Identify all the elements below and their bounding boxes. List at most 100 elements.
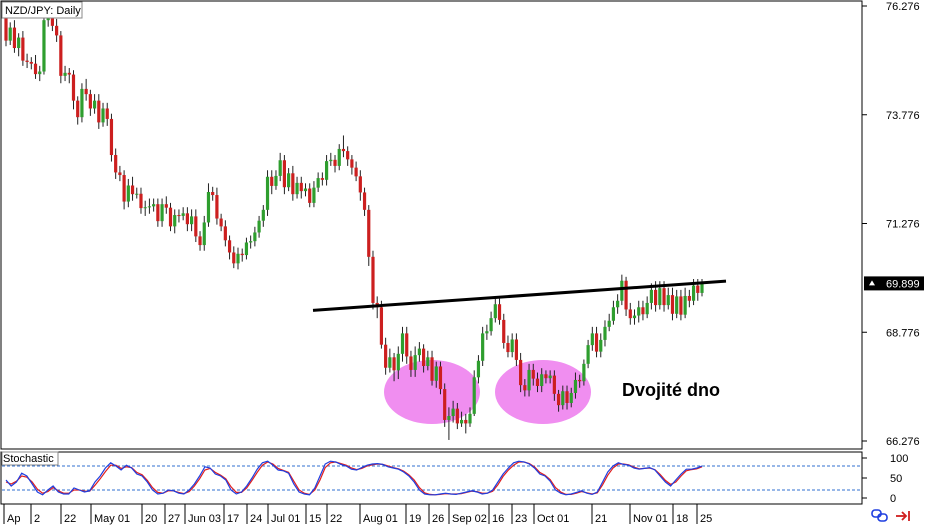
x-tick-label: Oct 01 bbox=[537, 513, 569, 525]
candle-body bbox=[139, 193, 143, 209]
candle-body bbox=[413, 355, 417, 370]
candle-body bbox=[464, 419, 468, 424]
candle-body bbox=[143, 207, 147, 209]
candle bbox=[514, 333, 518, 367]
candle bbox=[476, 355, 481, 384]
candle bbox=[607, 313, 611, 332]
candle-body bbox=[531, 369, 535, 379]
candle bbox=[489, 311, 493, 336]
candle bbox=[443, 383, 447, 427]
candle-body bbox=[274, 175, 278, 186]
candle bbox=[88, 89, 92, 116]
candle bbox=[105, 102, 109, 126]
current-price-tag: 69.899 bbox=[864, 276, 924, 291]
candle bbox=[603, 320, 607, 347]
candle-body bbox=[109, 118, 114, 156]
candle bbox=[510, 333, 514, 358]
candle bbox=[371, 250, 375, 310]
x-tick-label: Jun 03 bbox=[188, 513, 221, 525]
candle bbox=[67, 68, 71, 84]
candle bbox=[25, 53, 29, 69]
candle-body bbox=[662, 288, 666, 306]
candle-body bbox=[405, 333, 409, 357]
link-icon[interactable] bbox=[871, 509, 888, 522]
candle bbox=[202, 215, 206, 251]
candle bbox=[624, 276, 628, 316]
candle bbox=[354, 161, 358, 182]
x-tick-label: Jul 01 bbox=[271, 513, 300, 525]
x-tick-label: 22 bbox=[330, 513, 342, 525]
candle bbox=[552, 370, 556, 401]
candle bbox=[253, 226, 257, 247]
stochastic-label-box bbox=[1, 451, 59, 466]
candle-body bbox=[578, 379, 582, 382]
candle-body bbox=[590, 333, 594, 346]
candle-body bbox=[700, 283, 704, 293]
candle bbox=[670, 287, 675, 321]
candle bbox=[101, 102, 105, 127]
candle-body bbox=[687, 295, 691, 301]
candle-body bbox=[80, 88, 84, 118]
pattern-annotation: Dvojité dno bbox=[622, 380, 720, 400]
candle-body bbox=[544, 374, 548, 379]
candle bbox=[143, 200, 147, 216]
candle bbox=[535, 372, 540, 393]
candle bbox=[683, 287, 687, 319]
candle bbox=[599, 333, 603, 358]
bottom-1-highlight bbox=[384, 360, 480, 424]
candle-body bbox=[392, 357, 396, 371]
candle bbox=[139, 187, 143, 214]
candle-body bbox=[489, 318, 493, 332]
candle-body bbox=[211, 192, 215, 196]
candle bbox=[506, 335, 510, 358]
x-tick-label: Nov 01 bbox=[633, 513, 668, 525]
candle-body bbox=[219, 218, 223, 227]
candle-body bbox=[388, 357, 392, 368]
candle bbox=[261, 205, 265, 227]
candle bbox=[485, 324, 489, 340]
candle-body bbox=[502, 319, 506, 343]
candle bbox=[447, 407, 451, 440]
scroll-right-icon[interactable] bbox=[896, 511, 910, 521]
candle bbox=[324, 155, 329, 186]
candle-body bbox=[253, 232, 257, 242]
candle-body bbox=[333, 159, 337, 166]
candle-body bbox=[506, 342, 510, 353]
candle bbox=[63, 65, 67, 82]
y-tick-label: 68.776 bbox=[886, 327, 920, 339]
x-tick-label: Aug 01 bbox=[363, 513, 398, 525]
candle-body bbox=[654, 289, 658, 306]
candle bbox=[687, 289, 691, 308]
candle-body bbox=[548, 375, 552, 379]
candle bbox=[451, 400, 455, 423]
candle-body bbox=[185, 213, 189, 225]
candle-body bbox=[55, 25, 59, 36]
candle bbox=[350, 155, 354, 175]
candle bbox=[502, 313, 506, 349]
candle bbox=[278, 152, 282, 182]
candle bbox=[215, 187, 219, 225]
candle bbox=[223, 220, 227, 247]
candle-body bbox=[101, 108, 105, 123]
candle-body bbox=[426, 357, 430, 367]
candle bbox=[417, 342, 421, 362]
candle-body bbox=[126, 185, 130, 202]
candle bbox=[21, 31, 25, 66]
candle-body bbox=[299, 182, 303, 192]
candle-body bbox=[295, 182, 299, 195]
candle-body bbox=[384, 344, 388, 368]
candle-body bbox=[135, 193, 139, 195]
candle-body bbox=[447, 416, 451, 420]
candle bbox=[282, 155, 286, 195]
x-tick-label: 27 bbox=[168, 513, 180, 525]
candle-body bbox=[362, 192, 367, 210]
candlestick-series bbox=[4, 4, 704, 440]
candle bbox=[556, 389, 561, 412]
candle-body bbox=[624, 280, 628, 310]
candle-body bbox=[105, 108, 109, 119]
candle-body bbox=[417, 348, 421, 356]
candle-body bbox=[84, 88, 88, 95]
stochastic-oscillator: 100 50 0 bbox=[2, 453, 908, 505]
candle bbox=[611, 300, 616, 325]
candle-body bbox=[371, 256, 375, 303]
